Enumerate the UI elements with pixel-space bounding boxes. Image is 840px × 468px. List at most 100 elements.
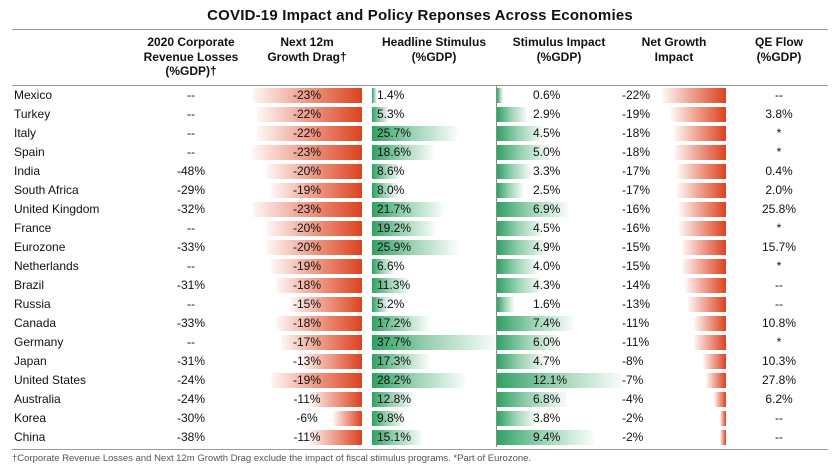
country-label: China [14,430,46,445]
net-growth-bar [714,391,726,407]
country-label: United Kingdom [14,202,100,217]
headline-stimulus-bar [372,87,377,103]
headline-stimulus-cell: 25.7% [372,125,496,141]
stimulus-impact-cell: 4.5% [496,218,622,238]
stimulus-impact-cell: 6.9% [496,199,622,219]
growth-drag-value: -18% [292,315,321,330]
growth-drag-bar [275,277,362,293]
qe-flow-value: 6.2% [765,392,793,407]
net-growth-cell: -14% [622,277,726,293]
headline-stimulus-bar [372,106,390,122]
headline-stimulus-bar [372,163,401,179]
revenue-loss-value: -33% [176,316,205,331]
growth-drag-value: -11% [293,391,321,406]
net-growth-cell: -22% [622,87,726,103]
stimulus-impact-cell: 4.7% [496,351,622,371]
qe-flow-value: 25.8% [761,202,797,217]
country-label: Korea [14,411,47,426]
headline-stimulus-cell: 21.7% [372,201,496,217]
stimulus-impact-cell: 9.4% [496,427,622,447]
net-growth-cell: -2% [622,429,726,445]
headline-stimulus-value: 25.7% [377,125,412,140]
growth-drag-bar [271,372,362,388]
growth-drag-value: -20% [292,239,321,254]
header-divider [12,84,828,86]
table-row: United States -24% -19% 28.2% 12.1% -7% [12,370,828,390]
headline-stimulus-cell: 15.1% [372,429,496,445]
stimulus-impact-value: 4.0% [533,258,561,273]
net-growth-value: -11% [622,335,650,350]
country-label: India [14,164,41,179]
stimulus-impact-value: 0.6% [533,87,561,102]
net-growth-value: -19% [622,107,651,122]
net-growth-value: -16% [622,221,651,236]
revenue-loss-value: -33% [176,240,205,255]
headline-stimulus-value: 21.7% [377,201,412,216]
growth-drag-value: -15% [292,296,321,311]
table-body: Mexico -- -23% 1.4% 0.6% -22% [12,85,828,447]
stimulus-impact-cell: 2.9% [496,104,622,124]
qe-flow-value: 3.8% [765,107,793,122]
net-growth-value: -7% [622,373,644,388]
net-growth-bar [662,87,726,103]
country-label: Brazil [14,278,45,293]
headline-stimulus-cell: 12.8% [372,391,496,407]
headline-stimulus-bar [372,296,390,312]
headline-stimulus-value: 5.3% [377,106,405,121]
table-row: Japan -31% -13% 17.3% 4.7% -8% [12,351,828,371]
headline-stimulus-bar [372,258,394,274]
stimulus-impact-cell: 2.5% [496,180,622,200]
headline-stimulus-bar [372,201,444,217]
stimulus-impact-bar [497,315,574,331]
table-row: Netherlands -- -19% 6.6% 4.0% -15% [12,256,828,276]
stimulus-impact-bar [497,334,559,350]
net-growth-cell: -17% [622,163,726,179]
headline-stimulus-bar [372,372,465,388]
net-growth-cell: -4% [622,391,726,407]
stimulus-impact-bar [497,258,539,274]
headline-stimulus-cell: 37.7% [372,334,496,350]
country-label: Italy [14,126,37,141]
qe-flow-value: -- [775,88,783,103]
stimulus-impact-bar [497,220,544,236]
table-row: Spain -- -23% 18.6% 5.0% -18% [12,142,828,162]
column-header-qe-flow: QE Flow (%GDP) [755,35,803,64]
net-growth-bar [694,315,726,331]
net-growth-bar [688,296,726,312]
revenue-loss-value: -31% [176,278,205,293]
qe-flow-value: -- [775,430,783,445]
growth-drag-value: -11% [293,429,321,444]
net-growth-cell: -19% [622,106,726,122]
growth-drag-cell: -20% [252,220,362,236]
net-growth-value: -18% [622,145,651,160]
revenue-loss-value: -- [187,221,195,236]
net-growth-cell: -16% [622,220,726,236]
net-growth-bar [705,372,726,388]
table-row: Russia -- -15% 5.2% 1.6% -13% [12,294,828,314]
stimulus-impact-cell: 5.0% [496,142,622,162]
growth-drag-value: -23% [292,201,321,216]
qe-flow-value: 15.7% [761,240,797,255]
stimulus-impact-value: 3.3% [533,163,561,178]
column-header-net-growth: Net Growth Impact [641,35,707,64]
revenue-loss-value: -38% [176,430,205,445]
net-growth-cell: -11% [622,334,726,350]
growth-drag-cell: -11% [252,429,362,445]
stimulus-impact-bar [497,182,523,198]
growth-drag-value: -20% [292,220,321,235]
headline-stimulus-bar [372,144,434,160]
net-growth-value: -4% [622,392,644,407]
country-label: United States [14,373,87,388]
revenue-loss-value: -- [187,88,195,103]
headline-stimulus-value: 1.4% [377,87,405,102]
stimulus-impact-bar [497,372,622,388]
net-growth-cell: -13% [622,296,726,312]
stimulus-impact-value: 4.7% [533,353,561,368]
net-growth-bar [670,106,726,122]
qe-flow-value: 0.4% [765,164,793,179]
headline-stimulus-bar [372,182,399,198]
net-growth-value: -2% [622,430,644,445]
revenue-loss-value: -32% [176,202,205,217]
net-growth-value: -17% [622,164,651,179]
